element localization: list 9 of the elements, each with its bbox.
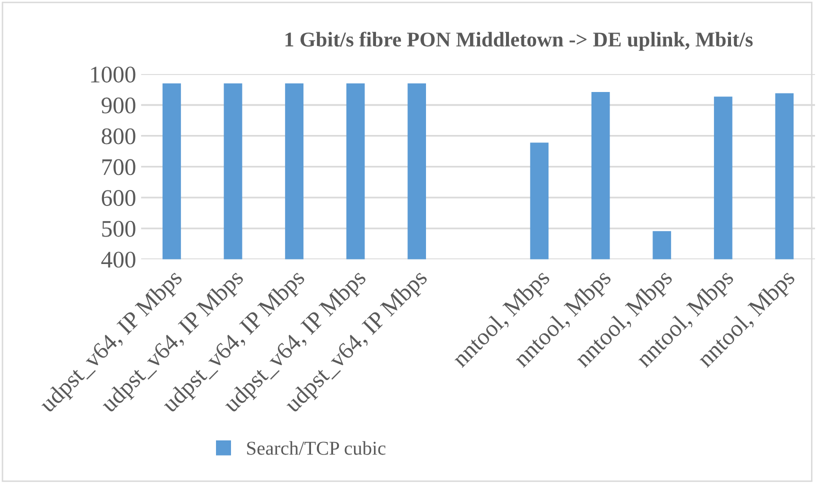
legend-label: Search/TCP cubic — [247, 441, 386, 455]
y-tick-label: 400 — [101, 252, 136, 268]
y-tick-label: 600 — [102, 190, 136, 206]
y-tick-label: 700 — [102, 159, 136, 176]
y-tick-label: 900 — [102, 97, 136, 114]
y-tick-label: 1000 — [91, 66, 136, 83]
y-tick-label: 800 — [102, 128, 136, 144]
chart-title: 1 Gbit/s fibre PON Middletown -> DE uplink, Mbit/s — [286, 32, 753, 51]
y-tick-label: 500 — [102, 220, 136, 237]
